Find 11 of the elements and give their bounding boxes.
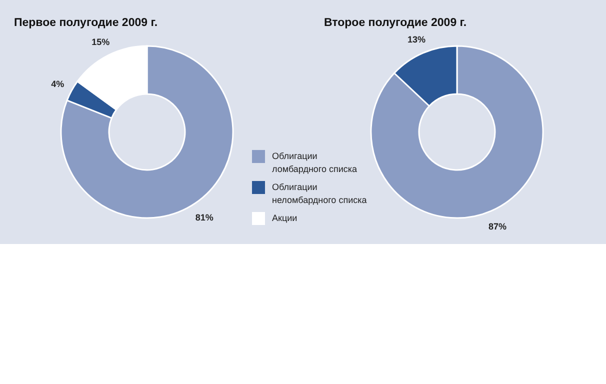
- data-label: 15%: [92, 37, 110, 48]
- legend-label: Облигации неломбардного списка: [272, 182, 367, 205]
- donut-slice: [370, 45, 544, 219]
- data-label: 87%: [488, 222, 507, 232]
- data-label: 81%: [195, 212, 214, 222]
- data-label: 13%: [407, 34, 426, 44]
- legend-label: Акции: [272, 213, 298, 223]
- chart-title: Первое полугодие 2009 г.: [14, 17, 158, 29]
- legend-label: Облигации ломбардного списка: [272, 151, 358, 174]
- chart-title: Второе полугодие 2009 г.: [324, 17, 467, 29]
- data-label: 4%: [51, 78, 64, 89]
